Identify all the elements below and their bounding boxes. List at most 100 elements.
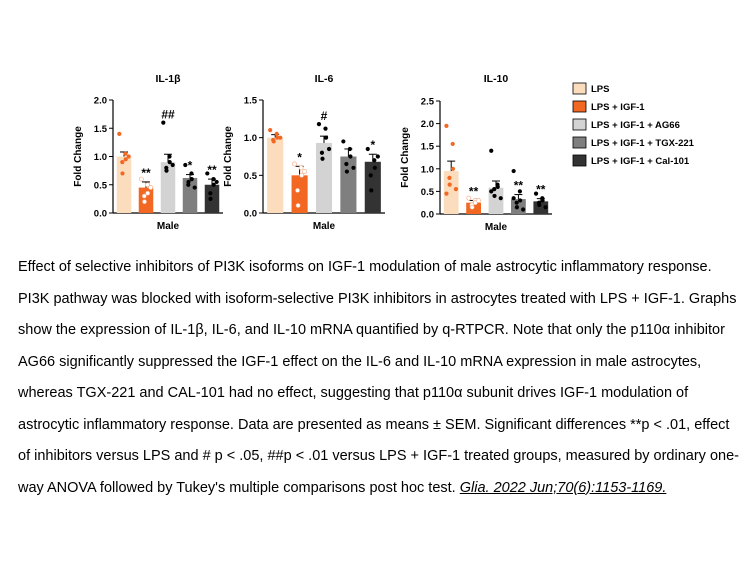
data-point	[295, 203, 301, 208]
data-point	[192, 185, 197, 190]
figure-caption: Effect of selective inhibitors of PI3K i…	[18, 252, 743, 504]
data-point	[511, 168, 516, 174]
bar-5	[533, 201, 549, 214]
data-point	[189, 177, 194, 182]
bar-3	[160, 162, 176, 213]
data-point	[167, 154, 172, 159]
data-point	[517, 189, 523, 194]
bar-3	[488, 187, 504, 214]
data-point	[450, 166, 456, 171]
data-point	[344, 161, 349, 167]
data-point	[495, 184, 500, 189]
bar-1	[443, 171, 459, 214]
y-tick-label: 1.0	[421, 164, 434, 175]
data-point	[145, 182, 150, 188]
data-point	[498, 196, 503, 201]
legend-swatch	[572, 136, 587, 149]
citation-link[interactable]: Glia. 2022 Jun;70(6):1153-1169.	[459, 479, 667, 496]
y-axis-label: Fold Change	[223, 126, 234, 187]
data-point	[489, 189, 494, 194]
data-point	[278, 135, 283, 140]
data-point	[164, 168, 169, 173]
data-point	[319, 150, 325, 155]
significance-label: **	[536, 183, 546, 197]
data-point	[492, 193, 497, 199]
y-tick-label: 1.5	[244, 96, 258, 107]
significance-label: *	[188, 159, 193, 173]
data-point	[543, 205, 548, 210]
data-point	[450, 141, 455, 147]
data-point	[299, 172, 305, 178]
data-point	[365, 146, 370, 152]
data-point	[117, 131, 122, 136]
y-tick-label: 0.0	[244, 209, 257, 220]
legend-swatch	[572, 154, 587, 167]
y-tick-label: 0.5	[421, 187, 435, 198]
chart-title: IL-6	[315, 73, 334, 85]
data-point	[453, 187, 459, 192]
data-point	[518, 198, 523, 203]
y-axis-label: Fold Change	[400, 127, 411, 188]
data-point	[347, 146, 352, 152]
data-point	[211, 177, 216, 182]
data-point	[469, 204, 475, 210]
data-point	[295, 187, 300, 193]
figure: IL-1β 0.0 0.5 1.0 1.5 2.0 Fold Change Male ** ## *…	[0, 0, 756, 250]
x-axis-label: Male	[157, 221, 180, 232]
significance-label: *	[370, 138, 375, 152]
legend-label: LPS + IGF-1	[591, 102, 645, 113]
data-point	[268, 128, 273, 133]
chart-3: IL-10 0.0 0.5 1.0 1.5 2.0 2.5 Fold Change Male **…	[400, 73, 552, 233]
x-axis-label: Male	[313, 221, 336, 232]
data-point	[511, 196, 516, 201]
data-point	[211, 182, 216, 187]
y-tick-label: 0.5	[244, 171, 258, 182]
data-point	[369, 188, 374, 193]
x-axis-label: Male	[485, 222, 508, 233]
bar-1	[116, 156, 132, 213]
data-point	[540, 198, 545, 203]
data-point	[351, 165, 356, 170]
significance-label: **	[141, 166, 151, 180]
data-point	[533, 191, 539, 196]
legend-label: LPS	[591, 84, 609, 95]
significance-label: **	[514, 179, 524, 193]
bar-1	[267, 137, 284, 213]
legend-swatch	[572, 100, 587, 113]
legend-label: LPS + IGF-1 + AG66	[591, 120, 680, 131]
data-point	[444, 123, 449, 128]
data-point	[326, 146, 332, 152]
data-point	[444, 191, 449, 196]
chart-title: IL-10	[484, 73, 509, 85]
y-tick-label: 2.5	[421, 97, 435, 108]
data-point	[275, 135, 280, 140]
significance-label: ##	[161, 108, 175, 122]
data-point	[316, 122, 322, 127]
data-point	[271, 139, 276, 144]
data-point	[208, 196, 213, 201]
legend-label: LPS + IGF-1 + TGX-221	[591, 138, 695, 149]
data-point	[348, 154, 353, 159]
chart-1: IL-1β 0.0 0.5 1.0 1.5 2.0 Fold Change Male ** ## *…	[73, 73, 223, 232]
y-tick-label: 0.0	[94, 209, 107, 220]
significance-label: #	[321, 109, 328, 123]
data-point	[142, 199, 147, 205]
data-point	[186, 179, 191, 185]
data-point	[489, 148, 494, 153]
data-point	[323, 126, 328, 131]
data-point	[368, 173, 373, 178]
y-axis-label: Fold Change	[73, 126, 84, 187]
data-point	[148, 185, 154, 190]
y-tick-label: 2.0	[94, 96, 107, 107]
legend-swatch	[572, 82, 587, 95]
data-point	[375, 154, 380, 159]
data-point	[447, 175, 452, 180]
data-point	[447, 182, 452, 187]
data-point	[126, 154, 131, 159]
bar-2	[291, 175, 308, 213]
y-tick-label: 1.5	[421, 142, 435, 153]
data-point	[123, 151, 128, 156]
data-point	[141, 193, 147, 199]
legend: LPS LPS + IGF-1 LPS + IGF-1 + AG66 LPS + IG…	[572, 82, 695, 167]
